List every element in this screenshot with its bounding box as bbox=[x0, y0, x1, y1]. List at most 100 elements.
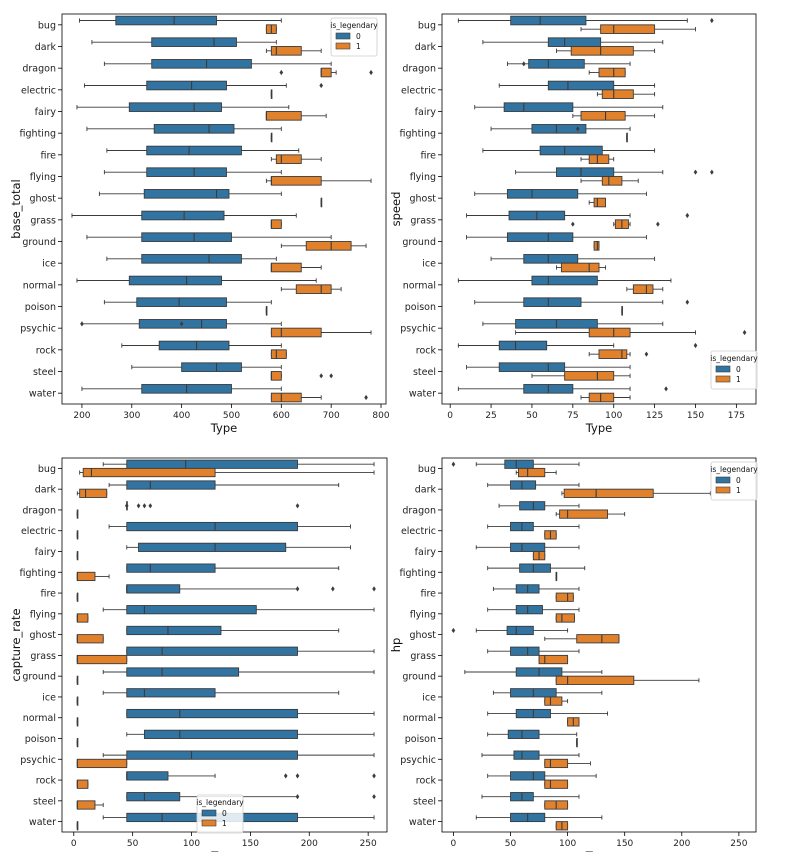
y-tick-label-bug: bug bbox=[418, 464, 436, 475]
box-iqr bbox=[270, 176, 322, 186]
box-ground-legendary-0 bbox=[464, 667, 603, 677]
y-tick-label-normal: normal bbox=[23, 713, 56, 724]
box-ghost-legendary-1 bbox=[320, 197, 323, 208]
y-tick-label-electric: electric bbox=[401, 526, 436, 537]
box-dark-legendary-0 bbox=[487, 480, 580, 490]
box-iqr bbox=[270, 392, 302, 403]
box-psychic-legendary-1 bbox=[544, 758, 591, 769]
box-grass-legendary-1 bbox=[571, 219, 660, 229]
box-iqr bbox=[570, 46, 634, 56]
box-ice-legendary-1 bbox=[556, 262, 606, 273]
y-tick-label-grass: grass bbox=[410, 215, 436, 226]
box-psychic-legendary-0 bbox=[482, 319, 664, 329]
y-tick-label-psychic: psychic bbox=[20, 324, 56, 335]
x-tick-label: 200 bbox=[301, 839, 318, 849]
x-tick-label: 25 bbox=[485, 411, 496, 421]
box-poison-legendary-0 bbox=[126, 729, 375, 739]
box-iqr bbox=[270, 349, 287, 359]
box-iqr bbox=[305, 241, 352, 251]
box-normal-legendary-0 bbox=[487, 708, 609, 719]
box-grass-legendary-0 bbox=[126, 646, 375, 656]
box-iqr bbox=[593, 197, 606, 208]
box-iqr bbox=[82, 467, 216, 478]
box-iqr bbox=[510, 646, 540, 656]
box-electric-legendary-1 bbox=[596, 89, 656, 99]
y-tick-label-bug: bug bbox=[38, 20, 56, 31]
box-dragon-legendary-0 bbox=[498, 501, 580, 511]
box-iqr bbox=[143, 729, 298, 739]
y-tick-label-ghost: ghost bbox=[29, 630, 56, 641]
box-rock-legendary-0 bbox=[126, 771, 376, 781]
y-tick-label-water: water bbox=[409, 389, 436, 400]
box-ghost-legendary-1 bbox=[544, 634, 620, 644]
outlier-point bbox=[364, 394, 368, 401]
y-tick-label-electric: electric bbox=[21, 526, 56, 537]
chart-capture-rate: 0 50 100 150 200 250 bug dark dragon electric fair… bbox=[9, 457, 388, 852]
outlier-point bbox=[319, 373, 324, 379]
legend-swatch-0 bbox=[201, 809, 217, 817]
box-grass-legendary-0 bbox=[71, 210, 297, 221]
box-psychic-legendary-1 bbox=[515, 327, 747, 338]
box-ice-legendary-1 bbox=[76, 696, 79, 706]
y-tick-label-psychic: psychic bbox=[400, 324, 436, 335]
box-psychic-legendary-1 bbox=[270, 327, 372, 338]
chart-hp: 0 50 100 150 200 250 bug dark dragon electric fair… bbox=[389, 457, 758, 852]
box-iqr bbox=[523, 297, 582, 307]
box-water-legendary-0 bbox=[81, 384, 282, 394]
y-tick-label-fire: fire bbox=[40, 589, 56, 600]
y-axis-label: hp bbox=[389, 638, 403, 653]
y-tick-label-ground: ground bbox=[402, 672, 436, 683]
y-tick-label-grass: grass bbox=[30, 651, 56, 662]
y-tick-label-psychic: psychic bbox=[20, 755, 56, 766]
box-iqr bbox=[601, 89, 634, 99]
box-flying-legendary-1 bbox=[555, 613, 575, 623]
outlier-point bbox=[142, 503, 147, 509]
outlier-point bbox=[644, 351, 649, 357]
box-poison-legendary-1 bbox=[76, 738, 79, 748]
legend-label-0: 0 bbox=[736, 365, 741, 374]
box-fighting-legendary-0 bbox=[126, 563, 340, 573]
box-dark-legendary-1 bbox=[265, 46, 322, 56]
box-fighting-legendary-1 bbox=[76, 571, 110, 582]
y-tick-label-grass: grass bbox=[410, 651, 436, 662]
box-iqr bbox=[76, 779, 89, 789]
box-electric-legendary-1 bbox=[76, 530, 79, 540]
box-bug-legendary-1 bbox=[79, 467, 375, 478]
box-iqr bbox=[600, 24, 656, 34]
x-tick-label: 250 bbox=[730, 839, 747, 849]
box-fairy-legendary-0 bbox=[76, 102, 290, 112]
box-iqr bbox=[141, 254, 242, 264]
box-ground-legendary-1 bbox=[555, 675, 700, 685]
box-iqr bbox=[126, 771, 169, 781]
y-tick-label-fighting: fighting bbox=[400, 129, 436, 140]
box-iqr bbox=[128, 102, 222, 112]
x-tick-label: 100 bbox=[559, 839, 576, 849]
y-axis-label: capture_rate bbox=[9, 608, 23, 681]
box-ghost-legendary-0 bbox=[126, 625, 340, 636]
box-water-legendary-1 bbox=[555, 821, 569, 831]
y-tick-label-bug: bug bbox=[418, 20, 436, 31]
x-tick-label: 100 bbox=[605, 411, 622, 421]
box-iqr bbox=[126, 646, 298, 656]
box-iqr bbox=[126, 563, 216, 573]
y-tick-label-steel: steel bbox=[413, 367, 436, 378]
y-tick-label-normal: normal bbox=[403, 280, 436, 291]
box-ghost-legendary-1 bbox=[588, 197, 606, 208]
outlier-point bbox=[295, 586, 300, 592]
box-iqr bbox=[126, 459, 298, 469]
box-dark-legendary-1 bbox=[76, 488, 108, 498]
box-iqr bbox=[126, 667, 240, 677]
x-tick-label: 200 bbox=[73, 411, 90, 421]
box-fighting-legendary-0 bbox=[487, 563, 586, 573]
box-iqr bbox=[275, 154, 302, 164]
box-electric-legendary-0 bbox=[108, 521, 351, 532]
box-dragon-legendary-1 bbox=[279, 67, 373, 78]
box-iqr bbox=[76, 613, 89, 623]
y-tick-label-electric: electric bbox=[21, 85, 56, 96]
box-iqr bbox=[143, 189, 230, 199]
outlier-point bbox=[329, 373, 333, 379]
plot-frame bbox=[441, 457, 757, 833]
box-iqr bbox=[270, 219, 282, 229]
y-tick-label-dragon: dragon bbox=[402, 64, 436, 75]
legend-label-0: 0 bbox=[356, 32, 361, 41]
